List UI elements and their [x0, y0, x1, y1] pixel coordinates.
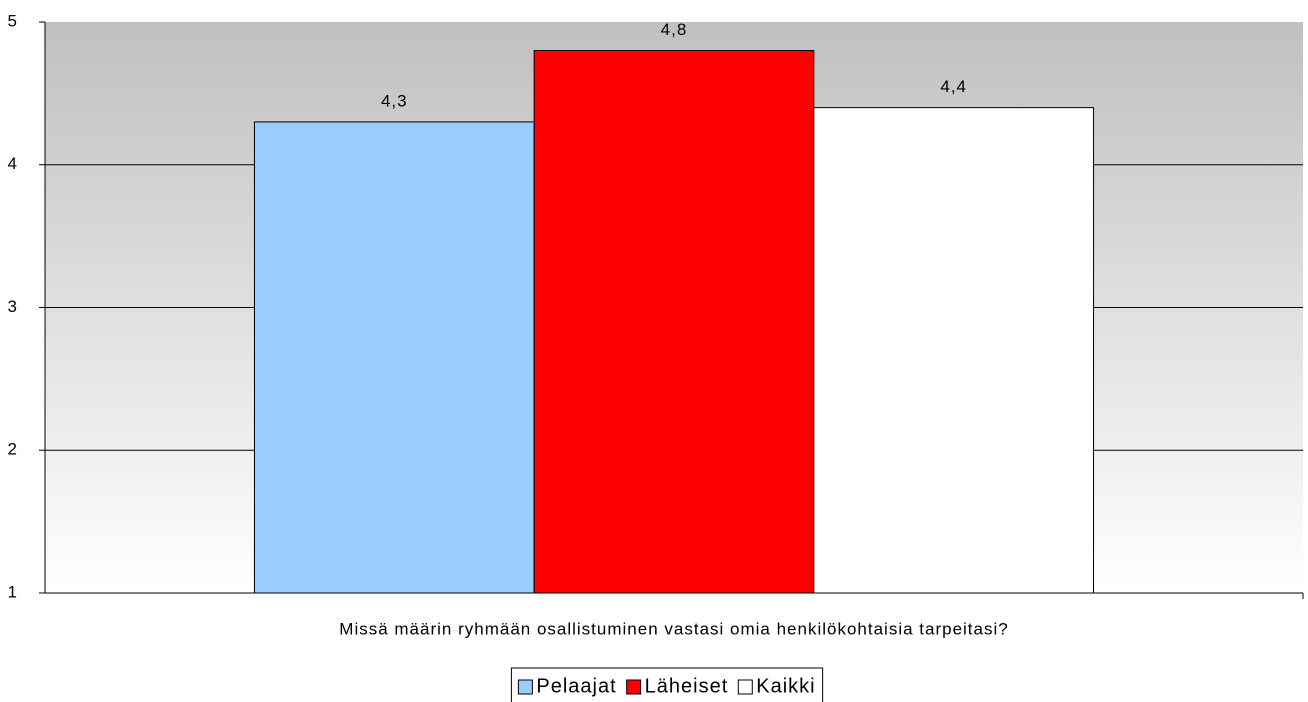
legend — [510, 667, 824, 702]
bar — [253, 121, 535, 594]
y-tick-label: 3 — [8, 297, 18, 316]
y-tick-label: 4 — [8, 154, 18, 173]
value-label: 4,8 — [661, 20, 688, 39]
legend-swatch — [737, 679, 753, 695]
value-label: 4,3 — [381, 91, 408, 110]
y-tick-label: 1 — [8, 582, 18, 601]
legend-swatch — [626, 679, 642, 695]
bar — [533, 50, 815, 594]
y-tick-label: 2 — [8, 440, 18, 459]
x-tick-label: Missä määrin ryhmään osallistuminen vast… — [339, 619, 1008, 638]
legend-label: Läheiset — [645, 675, 729, 697]
legend-swatch — [517, 679, 533, 695]
value-label: 4,4 — [940, 77, 967, 96]
legend-label: Kaikki — [756, 675, 815, 697]
bar — [813, 107, 1095, 594]
legend-label: Pelaajat — [536, 675, 616, 697]
y-tick-label: 5 — [8, 11, 18, 30]
